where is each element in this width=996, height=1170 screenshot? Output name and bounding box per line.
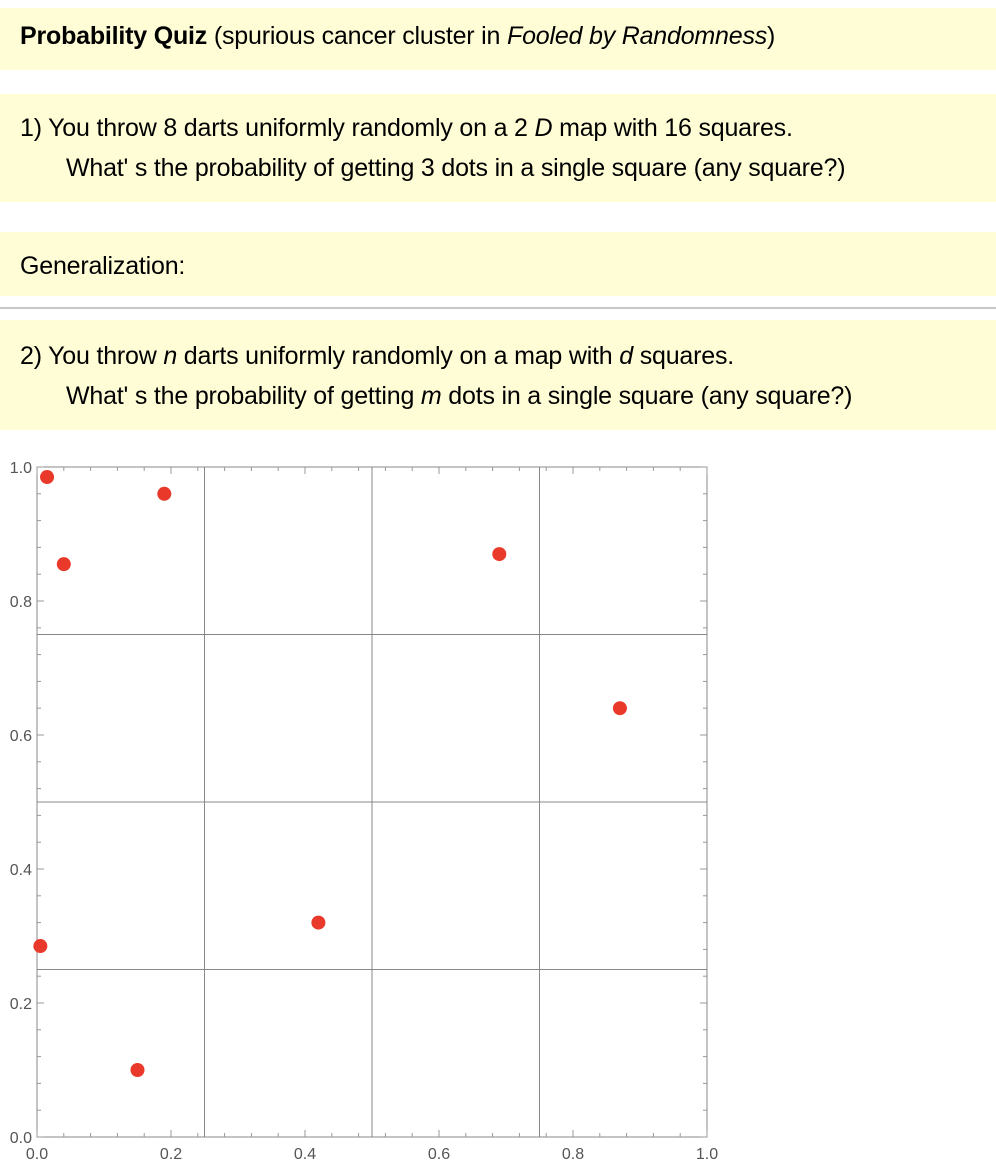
- y-tick-label: 1.0: [10, 460, 32, 477]
- q2-text-d: What' s the probability of getting: [66, 382, 421, 410]
- quiz-title: Probability Quiz (spurious cancer cluste…: [20, 22, 775, 51]
- y-tick-label: 0.8: [10, 594, 32, 611]
- generalization-cell[interactable]: Generalization:: [0, 232, 996, 296]
- q2-text-c: squares.: [632, 342, 735, 370]
- dart-point: [612, 701, 627, 716]
- x-tick-label: 0.6: [428, 1146, 450, 1163]
- q1-text-b: map with 16 squares.: [552, 114, 793, 142]
- plot-points: [33, 470, 627, 1077]
- question-2-cell[interactable]: 2) You throw n darts uniformly randomly …: [0, 320, 996, 430]
- y-tick-label: 0.4: [10, 862, 32, 879]
- x-tick-label: 1.0: [696, 1146, 718, 1163]
- title-bold: Probability Quiz: [20, 22, 208, 50]
- question-2-line-2: What' s the probability of getting m dot…: [66, 382, 852, 411]
- q1-dimension: D: [534, 114, 553, 142]
- dart-point: [56, 557, 71, 572]
- title-book: Fooled by Randomness: [507, 22, 768, 50]
- question-1-cell[interactable]: 1) You throw 8 darts uniformly randomly …: [0, 94, 996, 202]
- y-tick-label: 0.2: [10, 996, 32, 1013]
- q2-text-a: 2) You throw: [20, 342, 164, 370]
- q2-var-m: m: [420, 382, 442, 410]
- q1-text-a: 1) You throw 8 darts uniformly randomly …: [20, 114, 535, 142]
- dart-point: [40, 470, 55, 485]
- title-pre: (spurious cancer cluster in: [207, 22, 507, 50]
- q2-var-d: d: [619, 342, 633, 370]
- q2-text-b: darts uniformly randomly on a map with: [177, 342, 620, 370]
- title-post: ): [767, 22, 776, 50]
- plot-grid: [36, 466, 708, 1138]
- generalization-label: Generalization:: [20, 252, 186, 280]
- dart-point: [157, 486, 172, 501]
- plot-tick-labels: 0.0 0.2 0.4 0.6 0.8 1.0 0.0 0.2 0.4 0.6 0.8 1.0: [10, 460, 718, 1163]
- dart-point: [130, 1063, 145, 1077]
- y-tick-label: 0.6: [10, 728, 32, 745]
- section-divider: [0, 307, 996, 309]
- q2-text-e: dots in a single square (any square?): [441, 382, 853, 410]
- x-tick-label: 0.2: [160, 1146, 182, 1163]
- dart-point: [311, 915, 326, 930]
- x-tick-label: 0.8: [562, 1146, 584, 1163]
- question-1-line-2: What' s the probability of getting 3 dot…: [66, 154, 846, 182]
- x-tick-label: 0.4: [294, 1146, 316, 1163]
- question-1-line-1: 1) You throw 8 darts uniformly randomly …: [20, 114, 793, 143]
- x-tick-label: 0.0: [26, 1146, 48, 1163]
- dart-point: [33, 939, 48, 954]
- dart-scatter-plot[interactable]: 0.0 0.2 0.4 0.6 0.8 1.0 0.0 0.2 0.4 0.6 0.8 1.0: [0, 455, 996, 1170]
- q2-var-n: n: [163, 342, 178, 370]
- dart-point: [492, 547, 507, 562]
- title-cell[interactable]: Probability Quiz (spurious cancer cluste…: [0, 8, 996, 70]
- question-2-line-1: 2) You throw n darts uniformly randomly …: [20, 342, 734, 371]
- y-tick-label: 0.0: [10, 1130, 32, 1147]
